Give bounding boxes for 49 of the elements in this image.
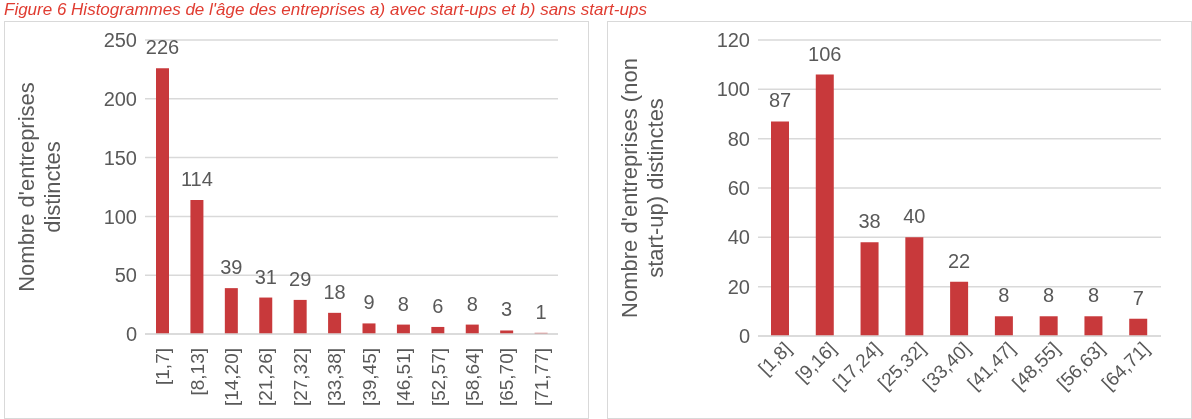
x-tick-label: [58,64]: [461, 348, 483, 407]
y-tick-label: 150: [103, 146, 137, 169]
data-label: 39: [220, 256, 243, 279]
data-label: 8: [1087, 284, 1100, 307]
data-label: 9: [363, 291, 375, 314]
y-axis-title: Nombre d'entreprises (non start-up) distinctes: [617, 58, 668, 318]
data-label: 106: [808, 42, 842, 65]
x-tick-label: [39,45]: [358, 348, 380, 407]
data-label: 87: [768, 89, 792, 112]
y-tick-label: 80: [727, 127, 750, 150]
data-label: 226: [145, 36, 180, 59]
y-tick-label: 20: [727, 275, 750, 298]
x-tick-label: [1,7]: [152, 348, 174, 385]
data-label: 40: [903, 205, 926, 228]
y-tick-label: 120: [716, 29, 750, 52]
data-label: 18: [323, 280, 346, 303]
data-label: 31: [254, 265, 277, 288]
x-tick-label: [65,70]: [496, 348, 518, 407]
x-tick-label: [71,77]: [530, 348, 552, 407]
data-label: 1: [535, 300, 547, 323]
data-label: 6: [432, 294, 444, 317]
x-tick-label: [8,13]: [186, 348, 208, 396]
data-label: 8: [998, 284, 1010, 307]
y-tick-label: 40: [727, 226, 750, 249]
data-label: 8: [466, 292, 478, 315]
x-tick-label: [52,57]: [427, 348, 449, 407]
y-tick-label: 200: [103, 87, 137, 110]
chart-title: Figure 6 Histogrammes de l'âge des entreprises a) avec start-ups et b) sans start-ups: [3, 0, 648, 21]
data-label: 3: [501, 298, 513, 321]
y-tick-label: 100: [103, 205, 137, 228]
y-tick-label: 50: [114, 264, 137, 287]
y-tick-label: 60: [727, 177, 750, 200]
x-tick-label: [21,26]: [255, 348, 277, 407]
y-tick-label: 0: [738, 325, 750, 348]
data-label: 29: [289, 267, 312, 290]
data-label: 22: [947, 249, 971, 272]
data-label: 7: [1132, 286, 1144, 309]
x-tick-label: [27,32]: [289, 348, 311, 407]
y-tick-label: 250: [103, 29, 137, 52]
data-label: 114: [180, 167, 213, 190]
x-tick-label: [46,51]: [393, 348, 415, 407]
y-axis-title: Nombre d'entreprises distinctes: [14, 82, 65, 292]
x-tick-label: [14,20]: [221, 348, 243, 407]
x-tick-label: [33,38]: [324, 348, 346, 407]
data-label: 8: [1043, 284, 1055, 307]
data-label: 8: [397, 292, 409, 315]
data-label: 38: [858, 210, 881, 233]
y-tick-label: 0: [125, 323, 137, 346]
y-tick-label: 100: [716, 78, 750, 101]
